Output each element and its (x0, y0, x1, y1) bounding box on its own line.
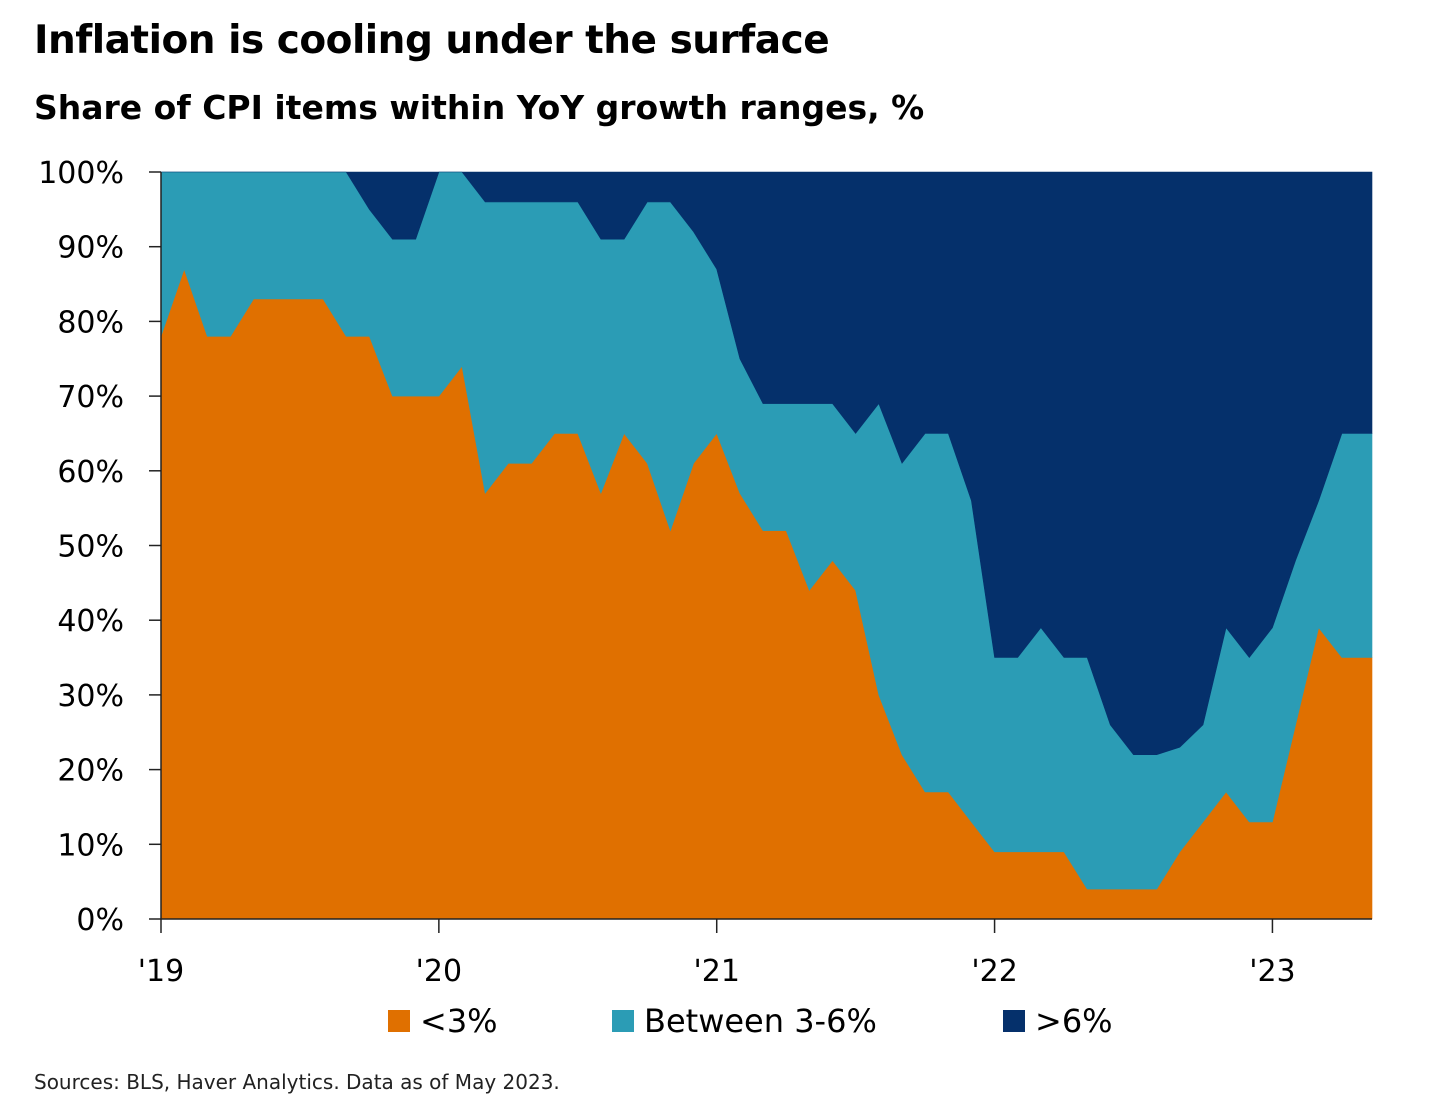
legend-item-below-3: <3% (388, 1002, 498, 1040)
legend-label-above-6: >6% (1035, 1002, 1113, 1040)
y-ticks: 0% 10% 20% 30% 40% 50% 60% 70% 80% 90% 100% (38, 156, 161, 938)
stacked-areas (160, 171, 1373, 920)
x-tick-label: '20 (416, 954, 462, 989)
y-tick-label: 80% (57, 305, 124, 340)
chart-subtitle: Share of CPI items within YoY growth ran… (34, 88, 925, 127)
legend: <3% Between 3-6% >6% (0, 1002, 1440, 1042)
y-tick-label: 20% (57, 754, 124, 789)
legend-label-between-3-6: Between 3-6% (644, 1002, 877, 1040)
legend-swatch-above-6 (1003, 1010, 1025, 1032)
y-tick-label: 70% (57, 380, 124, 415)
area-series-above-6 (161, 171, 1373, 755)
legend-item-above-6: >6% (1003, 1002, 1113, 1040)
x-tick-label: '23 (1249, 954, 1295, 989)
legend-swatch-between-3-6 (612, 1010, 634, 1032)
x-tick-label: '19 (138, 954, 184, 989)
y-tick-label: 10% (57, 828, 124, 863)
legend-swatch-below-3 (388, 1010, 410, 1032)
y-tick-label: 90% (57, 231, 124, 266)
legend-label-below-3: <3% (420, 1002, 498, 1040)
y-tick-label: 40% (57, 604, 124, 639)
x-tick-label: '22 (971, 954, 1017, 989)
y-tick-label: 50% (57, 530, 124, 565)
y-tick-label: 30% (57, 679, 124, 714)
x-ticks: '19 '20 '21 '22 '23 (138, 919, 1296, 989)
legend-item-between-3-6: Between 3-6% (612, 1002, 877, 1040)
chart-svg: 0% 10% 20% 30% 40% 50% 60% 70% 80% 90% 100% '19 '20… (38, 156, 1373, 989)
chart-title: Inflation is cooling under the surface (34, 18, 830, 63)
source-note: Sources: BLS, Haver Analytics. Data as o… (34, 1070, 560, 1094)
x-tick-label: '21 (694, 954, 740, 989)
y-tick-label: 0% (76, 903, 124, 938)
y-tick-label: 100% (38, 156, 124, 191)
y-tick-label: 60% (57, 455, 124, 490)
